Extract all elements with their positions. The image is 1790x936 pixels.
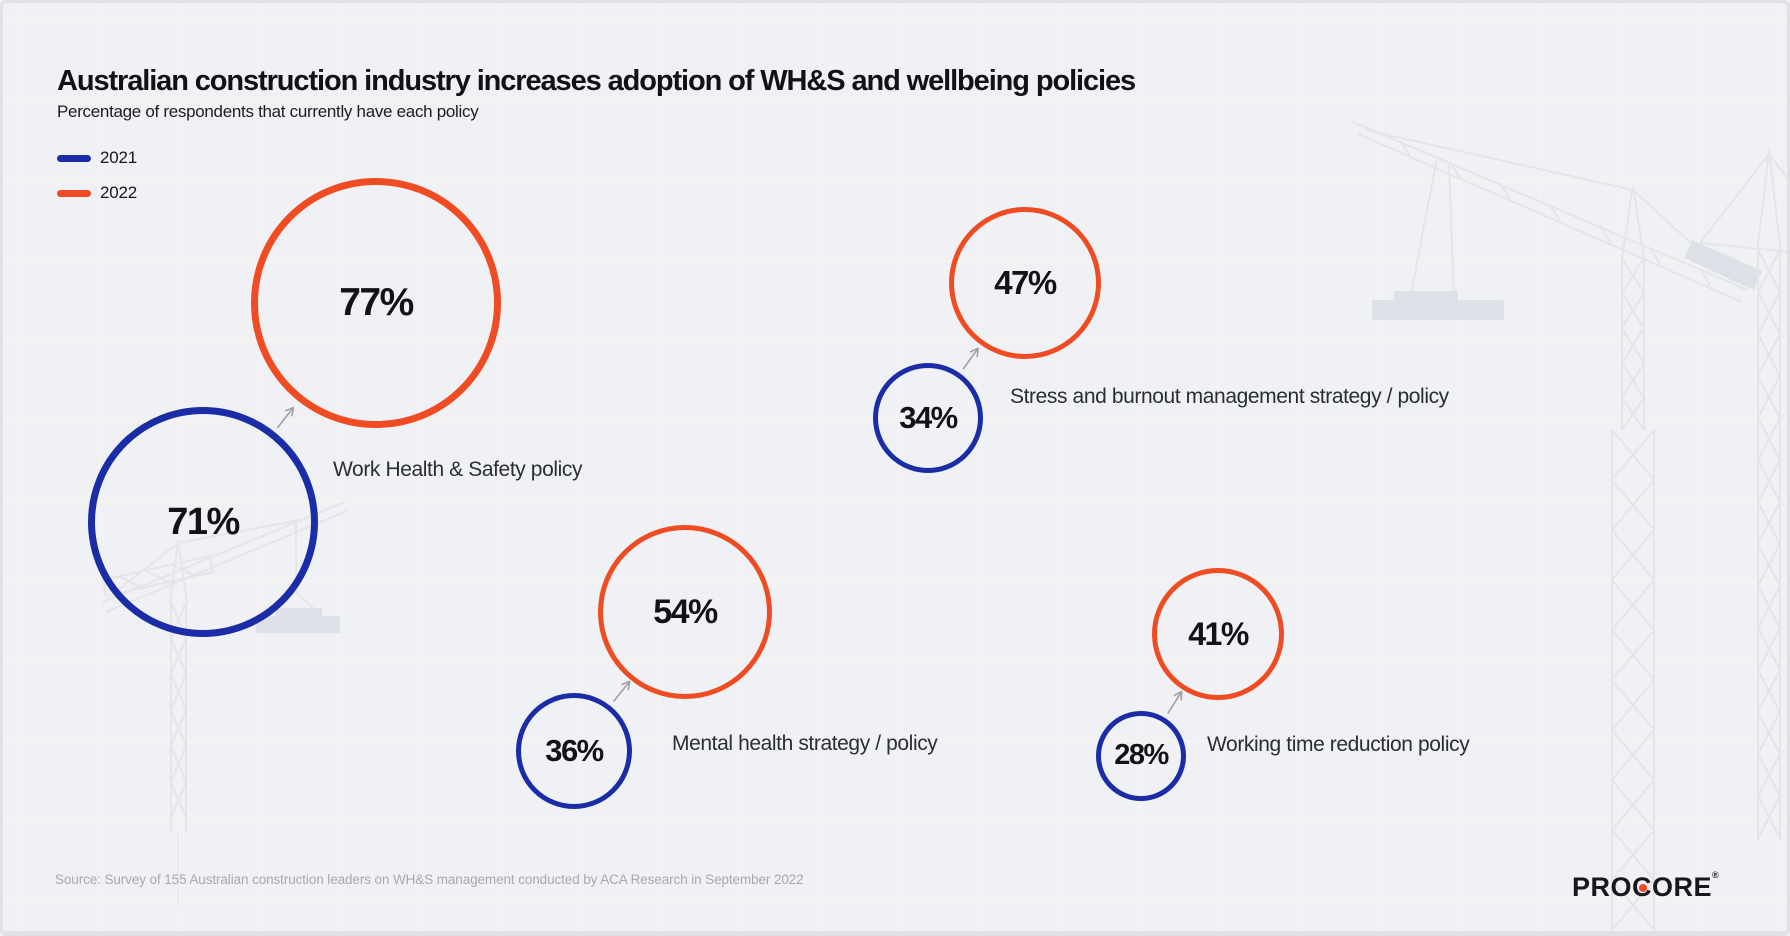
right-crane-icon <box>1352 121 1749 931</box>
legend-swatch-2022 <box>57 189 91 197</box>
bubble-value-2022-mental-health-strategy-policy: 54% <box>653 592 718 631</box>
logo-text-pre: PRO <box>1572 872 1633 902</box>
page-subtitle: Percentage of respondents that currently… <box>57 102 479 121</box>
left-crane-load <box>256 608 340 633</box>
bubble-value-2021-stress-and-burnout-management-strategy-policy: 34% <box>899 400 958 436</box>
increase-arrow-icon-working-time-reduction-policy <box>1167 690 1183 714</box>
far-right-crane-icon <box>1699 149 1790 840</box>
procore-logo-dot-icon <box>1638 883 1647 892</box>
bubble-value-2022-stress-and-burnout-management-strategy-policy: 47% <box>994 264 1057 302</box>
group-label-work-health-safety-policy: Work Health & Safety policy <box>333 458 583 481</box>
bubble-value-2021-work-health-safety-policy: 71% <box>167 500 240 543</box>
increase-arrow-icon-work-health-safety-policy <box>276 406 295 429</box>
bubble-2021-stress-and-burnout-management-strategy-policy: 34% <box>872 362 984 474</box>
bubble-value-2021-working-time-reduction-policy: 28% <box>1114 739 1169 772</box>
bubble-2022-stress-and-burnout-management-strategy-policy: 47% <box>948 206 1102 360</box>
page-title: Australian construction industry increas… <box>57 65 1136 98</box>
bubble-2021-work-health-safety-policy: 71% <box>87 406 318 637</box>
legend-swatch-2021 <box>57 154 91 162</box>
right-crane-load <box>1372 240 1762 320</box>
group-label-mental-health-strategy-policy: Mental health strategy / policy <box>672 732 938 755</box>
bubble-2022-working-time-reduction-policy: 41% <box>1151 567 1285 701</box>
increase-arrow-icon-stress-and-burnout-management-strategy-policy <box>962 347 980 370</box>
registered-mark: ® <box>1712 870 1720 880</box>
legend-label-2021: 2021 <box>100 148 138 167</box>
bubble-2021-mental-health-strategy-policy: 36% <box>515 692 633 810</box>
increase-arrow-icon-mental-health-strategy-policy <box>612 680 631 703</box>
group-label-stress-and-burnout-management-strategy-policy: Stress and burnout management strategy /… <box>1010 385 1449 408</box>
source-note: Source: Survey of 155 Australian constru… <box>55 872 804 887</box>
group-label-working-time-reduction-policy: Working time reduction policy <box>1207 733 1470 756</box>
legend-item-2021: 2021 <box>57 148 137 168</box>
bubble-2022-work-health-safety-policy: 77% <box>251 178 501 428</box>
legend-label-2022: 2022 <box>100 183 138 202</box>
chart-legend: 2021 2022 <box>57 148 137 218</box>
logo-text-post: ORE <box>1652 872 1713 902</box>
bubble-value-2021-mental-health-strategy-policy: 36% <box>545 733 604 769</box>
bubble-value-2022-work-health-safety-policy: 77% <box>339 281 414 325</box>
bubble-value-2022-working-time-reduction-policy: 41% <box>1188 615 1249 652</box>
procore-logo: PROCORE® <box>1572 870 1720 903</box>
bubble-2021-working-time-reduction-policy: 28% <box>1095 710 1187 802</box>
legend-item-2022: 2022 <box>57 183 137 203</box>
logo-letter-c: C <box>1632 872 1652 903</box>
bubble-2022-mental-health-strategy-policy: 54% <box>597 524 773 700</box>
